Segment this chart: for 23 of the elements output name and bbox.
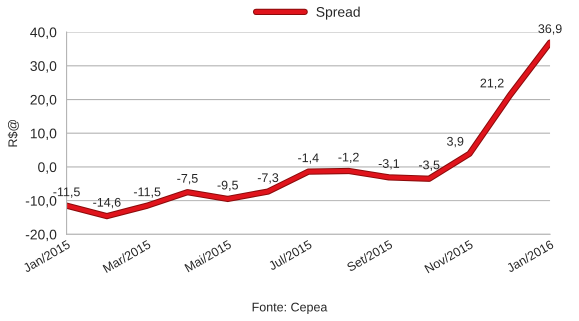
data-label: -3,5 <box>418 160 440 171</box>
data-label: -11,5 <box>53 188 80 198</box>
y-axis-title: R$@ <box>8 120 19 147</box>
legend-label: Spread <box>316 6 360 20</box>
data-label: -14,6 <box>93 198 121 208</box>
y-tick-label: -10,0 <box>26 196 56 208</box>
source-note: Fonte: Cepea <box>252 302 328 314</box>
data-label: -7,3 <box>258 173 278 184</box>
y-tick-label: 10,0 <box>30 128 56 140</box>
y-tick-label: 40,0 <box>30 27 56 39</box>
y-tick-label: -20,0 <box>26 230 56 242</box>
data-label: -1,4 <box>298 154 319 164</box>
data-label: -7,5 <box>177 174 198 184</box>
data-label: -11,5 <box>134 188 160 198</box>
y-tick-label: 20,0 <box>30 94 56 106</box>
data-label: -1,2 <box>338 152 359 164</box>
data-label: 21,2 <box>480 78 504 89</box>
data-label: -9,5 <box>218 180 238 191</box>
y-tick-label: 0,0 <box>38 162 56 174</box>
data-label: 36,9 <box>538 24 562 35</box>
y-tick-label: 30,0 <box>30 61 56 73</box>
data-label: -3,1 <box>378 159 400 170</box>
data-label: 3,9 <box>447 136 464 148</box>
